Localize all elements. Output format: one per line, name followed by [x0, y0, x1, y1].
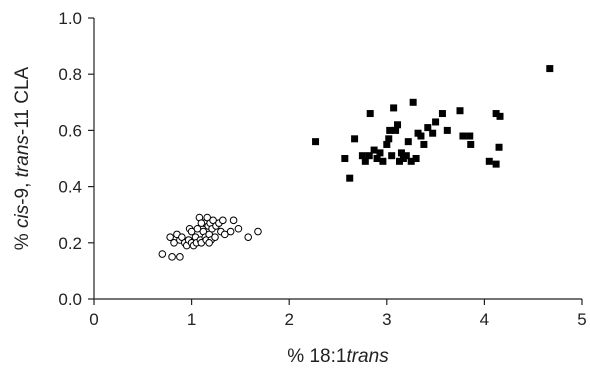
data-point-square: [456, 107, 464, 115]
y-tick-label: 0.6: [58, 121, 82, 140]
data-point-square: [361, 157, 369, 165]
data-point-square: [373, 155, 381, 162]
y-axis-title: % cis-9, trans-11 CLA: [12, 66, 33, 250]
axes: [93, 18, 582, 300]
y-axis-title-part: -11 CLA: [12, 66, 33, 135]
data-point-square: [492, 160, 500, 168]
x-axis-title: % 18:1trans: [287, 346, 389, 367]
data-point-square: [546, 65, 554, 73]
data-point-square: [407, 157, 415, 165]
x-tick-label: 0: [89, 310, 98, 329]
data-point-square: [312, 138, 320, 146]
data-point-square: [412, 155, 420, 162]
y-tick-label: 0.8: [58, 65, 82, 84]
data-point-circle: [219, 216, 227, 225]
x-axis-title-part: trans: [346, 346, 389, 367]
data-point-square: [485, 157, 493, 165]
data-point-circle: [244, 233, 253, 241]
data-point-circle: [211, 233, 219, 241]
data-point-square: [424, 124, 432, 132]
data-point-square: [432, 118, 440, 126]
data-point-circle: [205, 239, 213, 247]
x-tick-label: 2: [284, 310, 293, 329]
data-points: [158, 65, 554, 261]
y-axis-title-part: -9,: [12, 177, 33, 204]
data-point-circle: [176, 253, 184, 261]
data-point-circle: [168, 253, 176, 261]
data-point-square: [459, 132, 467, 140]
data-point-square: [392, 126, 400, 134]
data-point-square: [492, 110, 500, 118]
data-point-square: [358, 152, 366, 160]
x-tick-label: 1: [187, 310, 196, 329]
data-point-circle: [234, 224, 243, 233]
data-point-square: [394, 121, 402, 129]
data-point-square: [386, 126, 394, 134]
series-open-circles: [158, 213, 262, 261]
data-point-square: [379, 157, 387, 165]
data-point-square: [346, 174, 354, 182]
data-point-square: [402, 152, 410, 160]
data-point-square: [370, 146, 378, 154]
y-tick-label: 0.2: [58, 234, 82, 253]
data-point-circle: [158, 250, 167, 258]
data-point-circle: [229, 216, 238, 225]
data-point-square: [365, 152, 373, 160]
data-point-square: [420, 140, 428, 148]
data-point-square: [409, 98, 417, 106]
data-point-square: [496, 112, 504, 120]
data-point-square: [395, 157, 403, 165]
data-point-circle: [226, 227, 235, 236]
data-point-circle: [254, 227, 262, 236]
data-point-square: [385, 135, 393, 143]
data-point-circle: [197, 219, 206, 227]
data-point-square: [390, 104, 398, 112]
data-point-square: [366, 110, 374, 118]
data-point-square: [438, 110, 446, 118]
data-point-circle: [166, 233, 174, 241]
data-point-square: [443, 126, 451, 134]
data-point-square: [383, 140, 391, 148]
ticks: 0 1 2 3 4 5 0.0 0.2 0.4 0.6 0.8 1.0: [58, 9, 586, 329]
y-tick-label: 0.4: [58, 178, 82, 197]
data-point-square: [429, 129, 437, 137]
y-axis-title-part: %: [12, 228, 33, 250]
data-point-square: [404, 138, 412, 146]
x-tick-label: 3: [382, 310, 391, 329]
y-tick-label: 1.0: [58, 9, 82, 28]
data-point-square: [351, 135, 359, 143]
y-axis-title-part: trans: [12, 135, 33, 178]
data-point-square: [376, 149, 384, 157]
data-point-square: [397, 149, 405, 157]
x-tick-label: 5: [577, 310, 586, 329]
data-point-square: [495, 143, 503, 151]
y-axis-title-part: cis: [12, 204, 33, 228]
x-tick-label: 4: [480, 310, 489, 329]
x-axis-title-part: % 18:1: [287, 346, 346, 367]
data-point-square: [466, 132, 474, 140]
data-point-square: [417, 132, 425, 140]
y-tick-label: 0.0: [58, 290, 82, 309]
data-point-square: [388, 152, 396, 160]
data-point-square: [467, 140, 475, 148]
data-point-square: [341, 155, 349, 162]
series-filled-squares: [312, 65, 554, 182]
